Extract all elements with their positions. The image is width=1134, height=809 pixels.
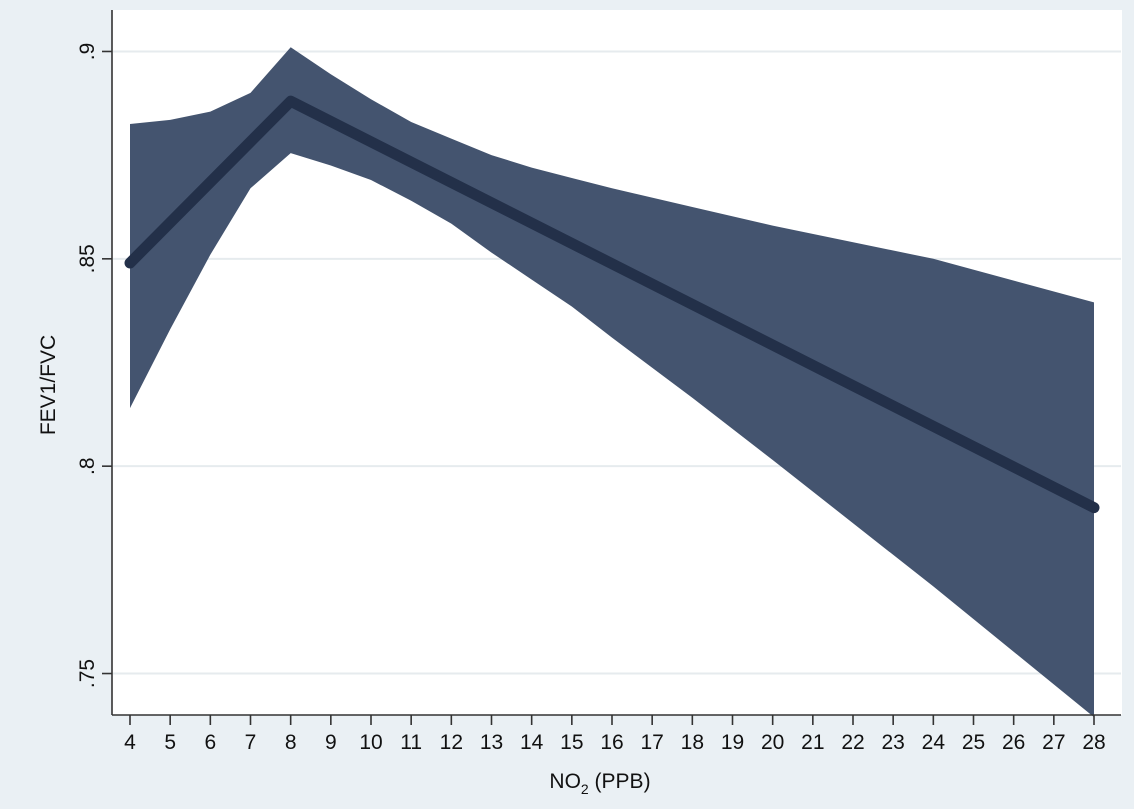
confidence-band xyxy=(130,47,1094,718)
x-tick-label: 20 xyxy=(761,731,784,754)
x-tick-label: 21 xyxy=(801,731,824,754)
y-tick-label: .9 xyxy=(76,43,99,61)
x-tick-label: 25 xyxy=(962,731,985,754)
y-axis-title: FEV1/FVC xyxy=(37,335,60,435)
x-tick-label: 7 xyxy=(245,731,257,754)
x-tick-label: 18 xyxy=(681,731,704,754)
x-tick-label: 17 xyxy=(640,731,663,754)
x-tick-label: 27 xyxy=(1042,731,1065,754)
x-tick-label: 13 xyxy=(480,731,503,754)
x-tick-label: 12 xyxy=(440,731,463,754)
y-tick-label: .85 xyxy=(76,244,99,273)
x-axis-ticks: 4 5 6 7 8 9 10 11 12 13 14 15 16 17 18 19 20 21 22 23 24 25 26… xyxy=(124,715,1106,754)
x-tick-label: 23 xyxy=(881,731,904,754)
x-tick-label: 9 xyxy=(325,731,337,754)
y-axis-ticks: .75 .8 .85 .9 xyxy=(76,43,112,688)
x-tick-label: 14 xyxy=(520,731,544,754)
y-tick-label: .75 xyxy=(76,659,99,688)
x-tick-label: 4 xyxy=(124,731,136,754)
fitted-line xyxy=(124,95,1100,514)
axes xyxy=(111,10,1121,716)
x-tick-label: 11 xyxy=(400,731,422,754)
x-tick-label: 26 xyxy=(1002,731,1025,754)
x-tick-label: 5 xyxy=(164,731,176,754)
y-tick-label: .8 xyxy=(76,457,99,475)
x-tick-label: 24 xyxy=(922,731,946,754)
x-tick-label: 6 xyxy=(204,731,216,754)
x-tick-label: 28 xyxy=(1082,731,1105,754)
x-tick-label: 8 xyxy=(285,731,297,754)
x-tick-label: 19 xyxy=(721,731,744,754)
x-tick-label: 10 xyxy=(359,731,382,754)
x-tick-label: 16 xyxy=(600,731,623,754)
x-tick-label: 22 xyxy=(841,731,864,754)
x-axis-title: NO2 (PPB) xyxy=(549,770,650,797)
x-tick-label: 15 xyxy=(560,731,583,754)
